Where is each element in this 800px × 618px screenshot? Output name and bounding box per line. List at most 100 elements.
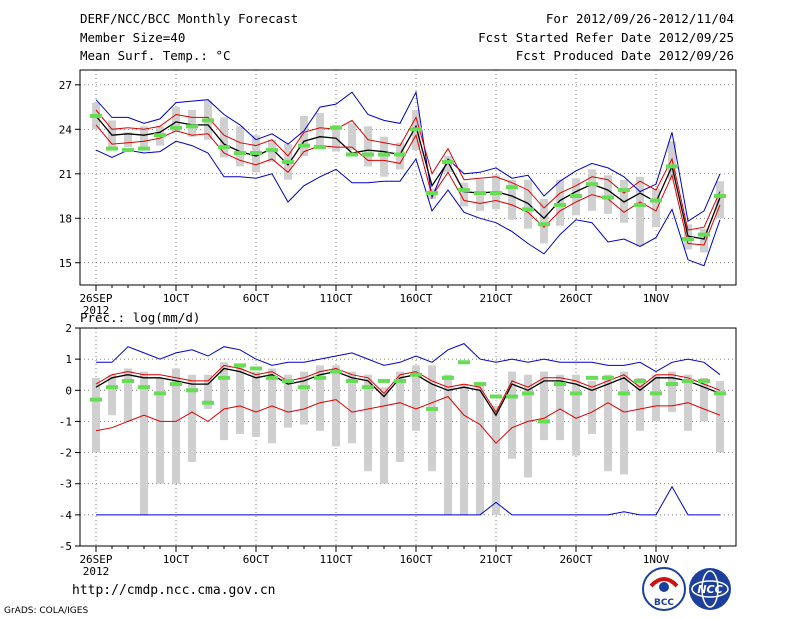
temp-spread-box [236, 126, 244, 167]
prec-spread-box [460, 384, 468, 515]
forecast-started-date: Fcst Started Refer Date 2012/09/25 [478, 30, 734, 45]
temp-observed-marker [586, 182, 598, 187]
prec-observed-marker [170, 382, 182, 387]
prec-spread-box [236, 365, 244, 434]
temp-observed-marker [506, 185, 518, 190]
temp-spread-box [188, 110, 196, 137]
temp-observed-marker [714, 194, 726, 199]
temp-observed-marker [154, 133, 166, 138]
prec-spread-box [508, 371, 516, 459]
prec-line-lower [95, 395, 721, 444]
prec-xtick-label: 11OCT [319, 553, 352, 566]
prec-observed-marker [490, 394, 502, 399]
temp-observed-marker [362, 152, 374, 157]
prec-xtick-label: 16OCT [399, 553, 432, 566]
prec-spread-box [316, 365, 324, 431]
temp-observed-marker [378, 152, 390, 157]
temp-xtick-label: 21OCT [479, 292, 512, 305]
temp-observed-marker [474, 191, 486, 196]
prec-xtick-label: 6OCT [243, 553, 270, 566]
temp-observed-marker [618, 188, 630, 193]
prec-spread-box [572, 374, 580, 456]
prec-observed-marker [506, 394, 518, 399]
prec-observed-marker [522, 391, 534, 396]
temp-xtick-label: 1OCT [163, 292, 190, 305]
temp-ytick-label: 18 [59, 212, 72, 225]
temp-observed-marker [570, 194, 582, 199]
prec-spread-box [140, 371, 148, 515]
temp-line-max [95, 90, 721, 223]
prec-observed-marker [714, 391, 726, 396]
prec-spread-box [700, 377, 708, 422]
prec-xtick-label: 26OCT [559, 553, 592, 566]
prec-spread-box [204, 374, 212, 409]
source-url[interactable]: http://cmdp.ncc.cma.gov.cn [72, 583, 276, 598]
ncc-logo-icon: NCC [689, 568, 731, 610]
temp-xtick-label: 6OCT [243, 292, 270, 305]
prec-observed-marker [618, 391, 630, 396]
prec-spread-box [604, 374, 612, 472]
variable-label: Mean Surf. Temp.: °C [80, 48, 231, 63]
prec-title: Prec.: log(mm/d) [80, 310, 200, 325]
prec-observed-marker [538, 419, 550, 424]
temp-line-min [95, 140, 721, 267]
prec-observed-marker [154, 391, 166, 396]
temp-observed-marker [490, 191, 502, 196]
prec-spread-box [652, 374, 660, 422]
temp-spread-box [444, 156, 452, 173]
temp-ytick-label: 27 [59, 79, 72, 92]
prec-spread-box [92, 377, 100, 453]
prec-spread-box [540, 371, 548, 441]
temp-observed-marker [458, 188, 470, 193]
prec-spread-box [428, 365, 436, 472]
prec-observed-marker [186, 388, 198, 393]
prec-spread-box [620, 371, 628, 475]
prec-spread-box [492, 405, 500, 515]
temp-observed-marker [282, 159, 294, 164]
temp-line-lower [95, 124, 721, 246]
temp-observed-marker [138, 146, 150, 151]
prec-observed-marker [570, 391, 582, 396]
prec-line-min [96, 485, 720, 516]
temp-spread-box [172, 107, 180, 133]
forecast-period: For 2012/09/26-2012/11/04 [545, 11, 734, 26]
prec-ytick-label: 2 [65, 322, 72, 335]
temp-xtick-label: 16OCT [399, 292, 432, 305]
prec-spread-box [668, 371, 676, 413]
temp-xtick-label: 1NOV [643, 292, 670, 305]
temp-observed-marker [330, 125, 342, 130]
temp-observed-marker [250, 151, 262, 156]
temp-observed-marker [298, 143, 310, 148]
prec-year-label: 2012 [83, 565, 110, 578]
prec-observed-marker [410, 372, 422, 377]
bcc-logo-icon: BCC [642, 567, 686, 611]
prec-observed-marker [586, 375, 598, 380]
prec-xtick-label: 21OCT [479, 553, 512, 566]
temp-spread-box [364, 126, 372, 167]
temp-observed-marker [426, 191, 438, 196]
prec-observed-marker [666, 382, 678, 387]
temp-spread-box [684, 224, 692, 250]
prec-observed-marker [602, 375, 614, 380]
temp-xtick-label: 26SEP [79, 292, 112, 305]
temp-spread-box [636, 176, 644, 247]
temp-observed-marker [666, 164, 678, 169]
temp-spread-box [588, 169, 596, 211]
prec-observed-marker [378, 378, 390, 383]
ncc-logo: NCC [687, 566, 733, 616]
prec-observed-marker [650, 391, 662, 396]
temp-spread-box [652, 188, 660, 228]
temp-spread-box [540, 199, 548, 244]
temp-line-mean [95, 115, 721, 240]
prec-line-mean [95, 367, 721, 417]
prec-xtick-label: 1NOV [643, 553, 670, 566]
bcc-logo-text: BCC [654, 598, 674, 608]
prec-spread-box [396, 371, 404, 462]
temp-observed-marker [634, 202, 646, 207]
prec-spread-box [364, 374, 372, 472]
temp-observed-marker [266, 148, 278, 153]
prec-spread-box [220, 362, 228, 441]
prec-observed-marker [458, 360, 470, 365]
temp-observed-marker [186, 124, 198, 129]
